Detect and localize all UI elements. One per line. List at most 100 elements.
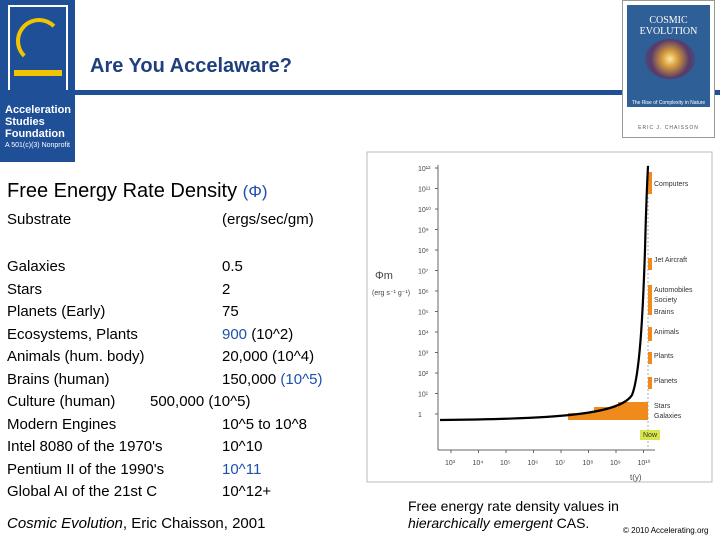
x-tick-label: 10⁷ (555, 460, 566, 467)
book-title: COSMIC EVOLUTION (627, 15, 710, 37)
table-row-name: Global AI of the 21st C (7, 483, 158, 500)
table-row-value: 20,000 (10^4) (222, 348, 314, 365)
y-tick-label: 10¹¹ (418, 187, 431, 194)
y-label: Φm (375, 270, 393, 282)
era-bar (648, 285, 652, 315)
y-unit: (erg s⁻¹ g⁻¹) (372, 290, 410, 297)
era-label: Brains (654, 309, 674, 316)
row-value-text: 2 (222, 280, 231, 298)
row-value-text: 10^12+ (222, 483, 272, 500)
logo-subtitle: A 501(c)(3) Nonprofit (5, 142, 70, 149)
logo-arc-icon (16, 18, 62, 64)
y-tick-label: 10⁶ (418, 289, 429, 296)
book-cover: COSMIC EVOLUTION The Rise of Complexity … (622, 0, 715, 138)
book-cover-art: COSMIC EVOLUTION The Rise of Complexity … (627, 5, 710, 107)
y-tick-label: 10⁹ (418, 228, 429, 235)
table-row-name: Ecosystems, Plants (7, 325, 138, 343)
table-row-value: 500,000 (10^5) (150, 393, 250, 410)
heading-symbol: (Φ) (242, 182, 268, 201)
row-value-text: 0.5 (222, 258, 243, 275)
table-row-name: Intel 8080 of the 1970's (7, 438, 163, 455)
citation: Cosmic Evolution, Eric Chaisson, 2001 (7, 515, 265, 532)
row-value-text: 10^5 to 10^8 (222, 415, 307, 433)
table-row-name: Galaxies (7, 258, 66, 275)
table-row-value: 0.5 (222, 258, 243, 275)
era-bar (618, 402, 648, 409)
book-title-line1: COSMIC (649, 15, 688, 26)
logo-bar (14, 70, 62, 76)
y-tick-label: 10⁴ (418, 330, 429, 337)
era-label: Now (643, 432, 658, 439)
era-bar (648, 352, 652, 364)
era-label: Stars (654, 403, 671, 410)
caption-line1: Free energy rate density values in (408, 498, 619, 514)
y-tick-label: 10⁵ (418, 310, 429, 317)
era-label: Plants (654, 353, 674, 360)
era-bar (594, 407, 648, 414)
x-tick-label: 10⁵ (500, 460, 511, 467)
x-tick-label: 10⁶ (528, 460, 539, 467)
row-value-text: 20,000 (10^4) (222, 348, 315, 365)
era-bar (648, 258, 652, 270)
row-value-text: 75 (222, 303, 239, 320)
era-label: Computers (654, 181, 689, 188)
caption-italic: hierarchically emergent (408, 515, 553, 531)
table-row-name: Stars (7, 280, 43, 298)
logo-line2: Studies (5, 116, 45, 128)
row-value-exponent: (10^2) (247, 325, 294, 343)
galaxy-image (645, 39, 695, 79)
citation-rest: , Eric Chaisson, 2001 (122, 515, 266, 532)
row-value-exponent: (10^5) (280, 370, 323, 388)
era-label: Animals (654, 329, 679, 336)
x-tick-label: 10¹⁰ (638, 459, 651, 467)
logo-line1: Acceleration (5, 104, 72, 116)
x-label: t(y) (630, 473, 642, 482)
era-bar (648, 377, 652, 389)
heading-text: Free Energy Rate Density (7, 180, 243, 202)
x-tick-label: 10⁹ (610, 460, 621, 467)
y-tick-label: 10¹⁰ (418, 206, 431, 214)
caption-tail: CAS. (552, 515, 590, 531)
graph-frame (366, 151, 713, 483)
slide-title: Are You Accelaware? (90, 55, 292, 77)
table-row-name: Modern Engines (7, 415, 117, 433)
book-title-line2: EVOLUTION (639, 26, 698, 37)
header-unit: (ergs/sec/gm) (222, 211, 314, 228)
row-value-text: 10^10 (222, 438, 263, 455)
table-row-value: 10^11 (222, 461, 261, 478)
x-tick-label: 10³ (445, 460, 456, 467)
table-row-value: 10^10 (222, 438, 262, 455)
table-row-value: 150,000 (10^5) (222, 371, 322, 388)
now-badge (640, 430, 660, 440)
row-value-text: 150,000 (222, 370, 281, 388)
table-row-name: Planets (Early) (7, 303, 106, 320)
table-row-name: Animals (hum. body) (7, 348, 145, 365)
table-row-value: 10^12+ (222, 483, 271, 500)
era-label: Society (654, 297, 677, 304)
row-value-text: 10^11 (222, 460, 262, 478)
row-value-text: 500,000 (10^5) (150, 393, 251, 410)
figure-caption: Free energy rate density values in hiera… (408, 498, 619, 532)
era-label: Planets (654, 378, 678, 385)
foundation-logo: Acceleration Studies Foundation A 501(c)… (0, 0, 75, 162)
table-row-value: 900 (10^2) (222, 326, 293, 343)
logo-line3: Foundation (5, 128, 65, 140)
y-tick-label: 10⁸ (418, 248, 429, 255)
y-tick-label: 1 (418, 412, 422, 419)
x-tick-label: 10⁴ (473, 460, 484, 467)
y-tick-label: 10³ (418, 351, 429, 358)
book-author: ERIC J. CHAISSON (638, 125, 699, 131)
table-row-name: Brains (human) (7, 370, 110, 388)
x-tick-label: 10⁸ (583, 460, 594, 467)
era-bar (648, 172, 652, 194)
logo-name: Acceleration Studies Foundation (5, 104, 71, 140)
era-label: Automobiles (654, 287, 693, 294)
y-tick-label: 10² (418, 371, 429, 378)
y-tick-label: 10¹² (418, 166, 431, 173)
table-row-value: 10^5 to 10^8 (222, 416, 307, 433)
row-value-text: 900 (222, 325, 248, 343)
table-row-value: 2 (222, 281, 230, 298)
era-bar (648, 327, 652, 341)
y-tick-label: 10⁷ (418, 269, 429, 276)
